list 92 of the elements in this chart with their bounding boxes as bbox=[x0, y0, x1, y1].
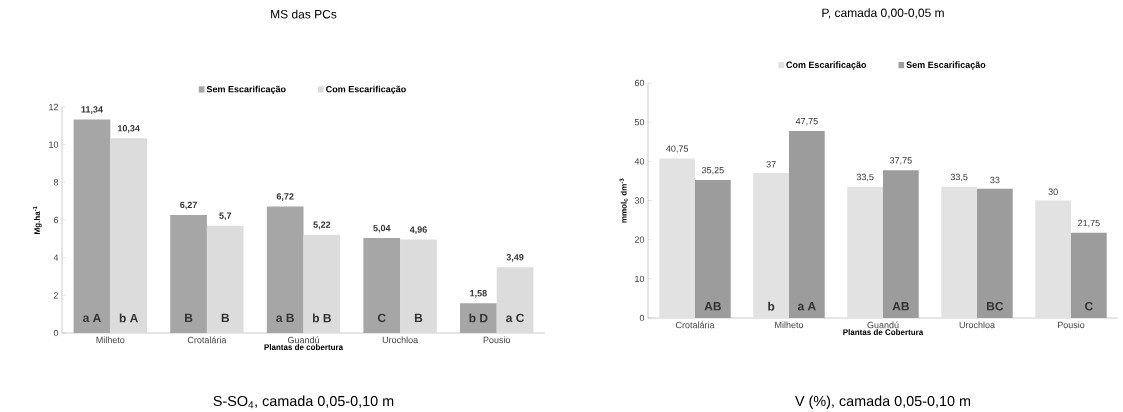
annotation: BC bbox=[986, 301, 1004, 311]
y-tick-label: 60 bbox=[634, 79, 645, 87]
bar bbox=[659, 158, 695, 318]
data-label: 10,34 bbox=[117, 124, 140, 133]
annotation: a C bbox=[506, 313, 525, 323]
y-tick-label: 0 bbox=[639, 314, 645, 322]
y-tick-label: 12 bbox=[49, 103, 59, 110]
data-label: 30 bbox=[1048, 188, 1058, 195]
data-label: 40,75 bbox=[666, 145, 689, 153]
bar bbox=[941, 186, 977, 318]
bar bbox=[206, 225, 244, 333]
bar bbox=[73, 119, 111, 333]
text: S-SO$_{4}$, camada 0,05-0,10 m bbox=[213, 395, 394, 408]
legend-label: Com Escarificação bbox=[326, 85, 406, 94]
annotation: B bbox=[185, 313, 193, 322]
y-tick-label: 6 bbox=[53, 216, 59, 224]
y-tick-label: 4 bbox=[53, 254, 59, 261]
x-tick-label: Milheto bbox=[775, 321, 804, 328]
annotation: a A bbox=[82, 313, 101, 322]
data-label: 33,5 bbox=[950, 173, 968, 182]
annotation: B bbox=[221, 313, 230, 322]
y-tick-label: 40 bbox=[634, 157, 645, 165]
data-label: 4,96 bbox=[409, 226, 427, 234]
bar bbox=[400, 239, 437, 333]
x-tick-label: Pousio bbox=[483, 336, 511, 343]
legend-label: Sem Escarificação bbox=[206, 85, 286, 94]
data-label: 33,5 bbox=[856, 173, 874, 182]
chart-title: P, camada 0,00-0,05 m bbox=[822, 8, 944, 19]
data-label: 35,25 bbox=[701, 166, 724, 175]
bar bbox=[460, 303, 497, 333]
y-axis-title: mmol$_{c}$ dm$^{-3}$ bbox=[619, 178, 628, 223]
bar bbox=[977, 188, 1013, 318]
annotation: a A bbox=[797, 301, 816, 311]
data-label: 33 bbox=[990, 176, 1000, 184]
annotation: AB bbox=[704, 301, 721, 311]
x-tick-label: Guandú bbox=[287, 336, 319, 344]
y-tick-label: 30 bbox=[634, 197, 645, 204]
x-tick-label: Guandú bbox=[867, 321, 899, 329]
annotation: B bbox=[414, 313, 423, 322]
legend-label: Com Escarificação bbox=[786, 61, 867, 70]
bar bbox=[1035, 200, 1071, 318]
data-label: 5,7 bbox=[219, 212, 232, 220]
x-tick-label: Urochloa bbox=[382, 336, 419, 343]
y-tick-label: 10 bbox=[635, 275, 645, 282]
data-label: 5,22 bbox=[313, 221, 331, 230]
chart-title: MS das PCs bbox=[271, 9, 337, 19]
bar bbox=[883, 170, 919, 318]
x-tick-label: Crotalária bbox=[187, 336, 227, 344]
y-tick-label: 20 bbox=[634, 236, 645, 243]
x-tick-label: Urochloa bbox=[959, 321, 995, 328]
x-axis-title: Plantas de cobertura bbox=[264, 343, 344, 350]
annotation: b A bbox=[119, 313, 139, 323]
bar bbox=[363, 237, 401, 333]
y-tick-label: 10 bbox=[49, 141, 59, 148]
text: V (%), camada 0,05-0,10 m bbox=[795, 395, 971, 409]
data-label: 11,34 bbox=[81, 106, 103, 114]
bar bbox=[110, 138, 148, 333]
data-label: 47,75 bbox=[795, 117, 818, 126]
bar bbox=[753, 172, 789, 318]
x-tick-label: Milheto bbox=[96, 336, 125, 343]
x-tick-label: Crotalária bbox=[675, 321, 715, 329]
annotation: b bbox=[768, 301, 775, 311]
bar bbox=[695, 179, 731, 318]
bar bbox=[789, 130, 825, 318]
annotation: C bbox=[377, 313, 386, 323]
annotation: a B bbox=[276, 313, 294, 322]
annotation: b B bbox=[312, 313, 331, 323]
y-tick-label: 0 bbox=[53, 329, 59, 337]
x-axis-title: Plantas de Cobertura bbox=[843, 328, 924, 335]
bar bbox=[1070, 232, 1107, 318]
y-tick-label: 50 bbox=[634, 118, 645, 126]
data-label: 21,75 bbox=[1078, 219, 1100, 228]
bar bbox=[170, 214, 207, 333]
data-label: 37,75 bbox=[889, 157, 912, 165]
y-axis-title: Mg.ha$^{-1}$ bbox=[32, 206, 42, 234]
data-label: 5,04 bbox=[373, 224, 391, 233]
data-label: 6,27 bbox=[180, 201, 197, 210]
bar bbox=[496, 267, 534, 333]
bar bbox=[847, 186, 883, 318]
x-tick-label: Pousio bbox=[1057, 321, 1085, 328]
bar bbox=[266, 206, 304, 333]
data-label: 6,72 bbox=[276, 193, 294, 201]
annotation: b D bbox=[469, 313, 488, 323]
legend-label: Sem Escarificação bbox=[906, 61, 986, 70]
bar bbox=[303, 234, 341, 333]
annotation: C bbox=[1085, 301, 1093, 311]
y-tick-label: 8 bbox=[53, 178, 59, 186]
data-label: 1,58 bbox=[470, 289, 487, 298]
annotation: AB bbox=[892, 301, 909, 311]
data-label: 37 bbox=[766, 161, 776, 168]
data-label: 3,49 bbox=[506, 253, 524, 262]
y-tick-label: 2 bbox=[53, 292, 59, 299]
